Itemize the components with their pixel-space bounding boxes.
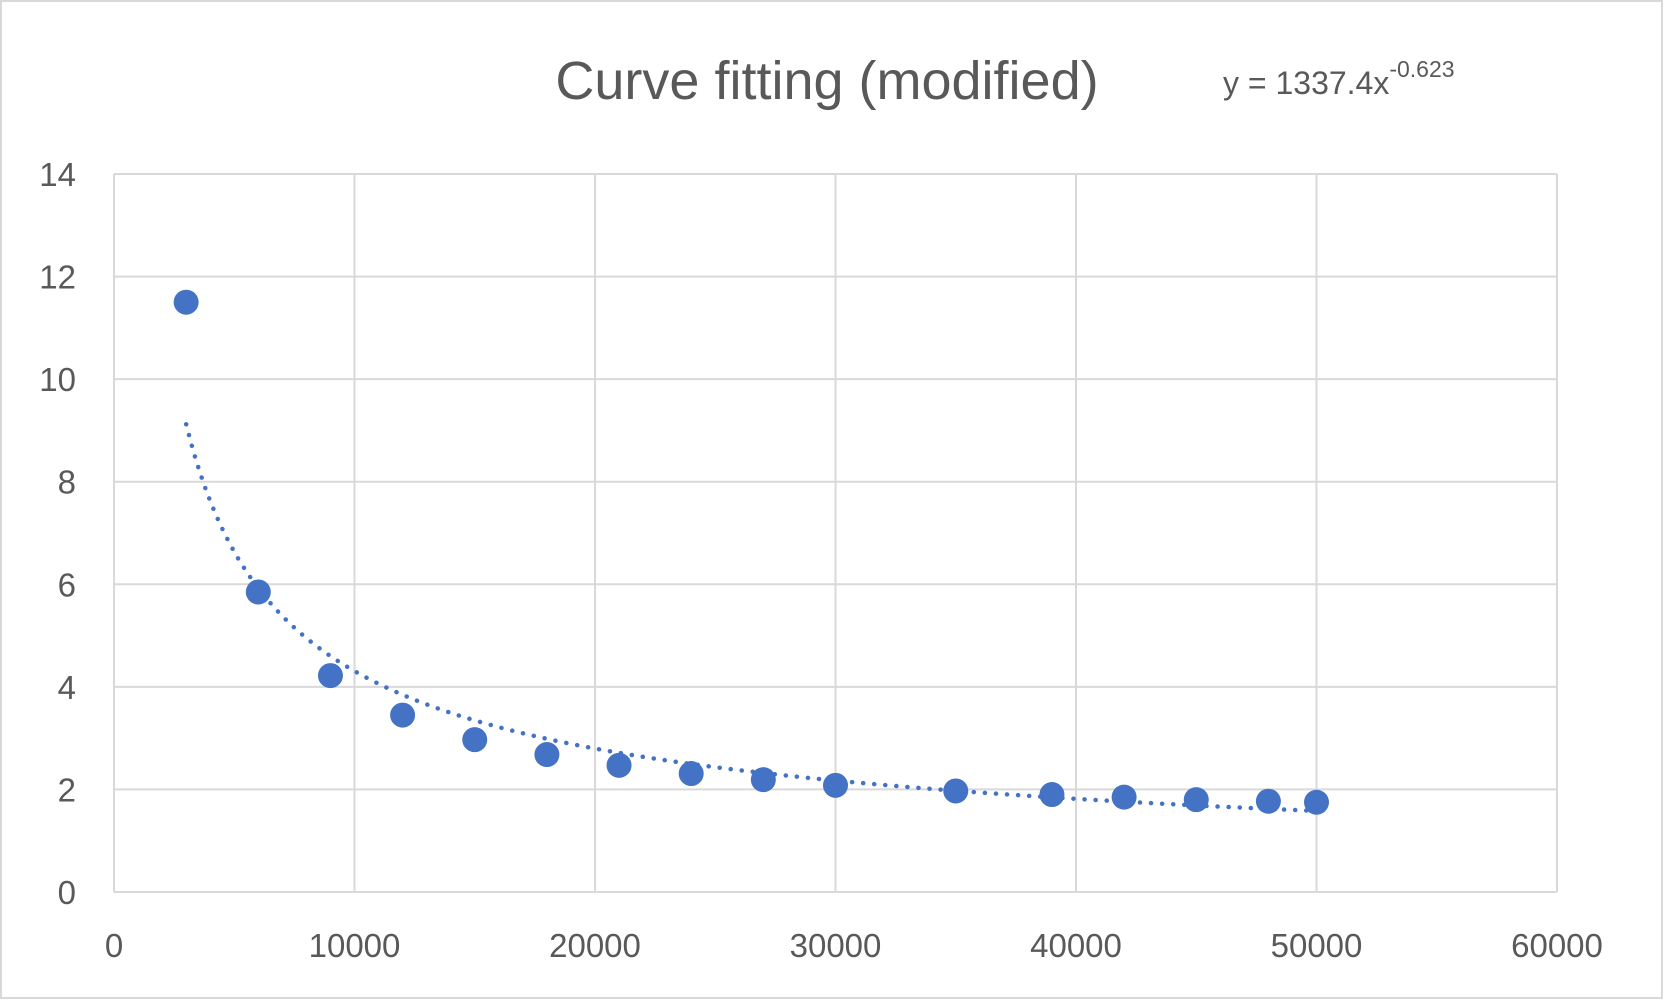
y-tick-label: 8	[58, 464, 76, 501]
x-tick-label: 20000	[549, 927, 641, 964]
chart-title: Curve fitting (modified)	[555, 51, 1098, 111]
y-tick-label: 4	[58, 669, 76, 706]
data-point	[173, 289, 199, 315]
trendline-equation: y = 1337.4x-0.623	[1223, 56, 1455, 101]
y-tick-label: 0	[58, 874, 76, 911]
axis-tick-labels: 0 10000 20000 30000 40000 50000 60000 0 2 4 6 8 10 12…	[39, 156, 1603, 964]
data-point	[534, 742, 560, 768]
data-point	[943, 778, 969, 804]
data-point	[1039, 782, 1065, 808]
data-points	[173, 289, 1329, 815]
x-tick-label: 10000	[309, 927, 401, 964]
data-point	[1255, 788, 1281, 814]
x-tick-label: 30000	[790, 927, 882, 964]
x-tick-label: 60000	[1511, 927, 1603, 964]
data-point	[245, 579, 271, 605]
data-point	[750, 767, 776, 793]
y-tick-label: 12	[39, 259, 76, 296]
data-point	[1304, 789, 1329, 815]
data-point	[1183, 787, 1209, 813]
data-point	[462, 727, 488, 753]
equation-exponent: -0.623	[1389, 56, 1454, 82]
y-tick-label: 6	[58, 566, 76, 603]
y-tick-label: 14	[39, 156, 76, 193]
y-tick-label: 10	[39, 361, 76, 398]
data-point	[1111, 784, 1137, 810]
gridlines	[113, 173, 1558, 893]
data-point	[823, 772, 848, 798]
data-point	[606, 752, 632, 778]
data-point	[317, 663, 343, 689]
x-tick-label: 0	[105, 927, 123, 964]
data-point	[678, 761, 704, 787]
data-point	[390, 702, 416, 728]
x-tick-label: 50000	[1271, 927, 1363, 964]
equation-base: y = 1337.4x	[1223, 65, 1389, 101]
y-tick-label: 2	[58, 771, 76, 808]
x-tick-label: 40000	[1030, 927, 1122, 964]
